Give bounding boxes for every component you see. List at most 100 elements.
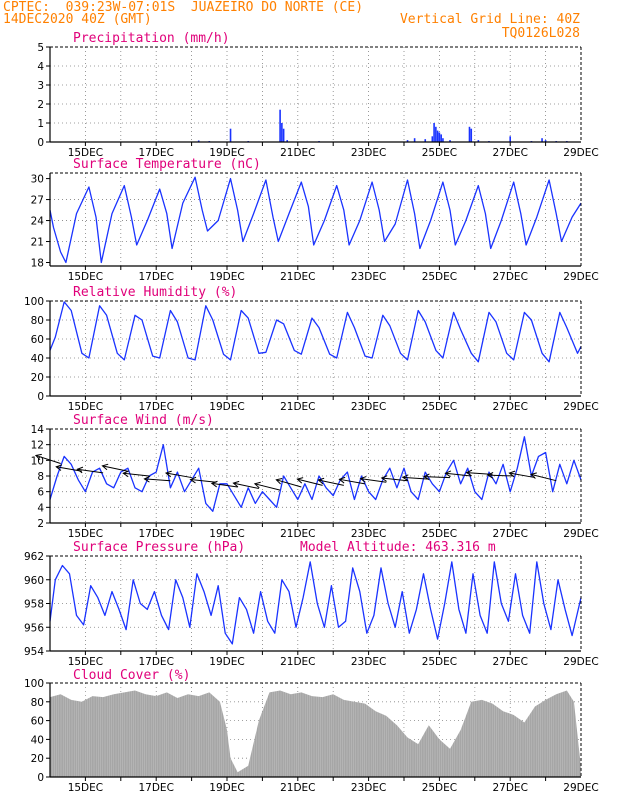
wind-arrow	[77, 468, 104, 474]
x-tick-label: 19DEC	[209, 271, 244, 283]
y-tick-label: 954	[24, 646, 44, 658]
wind-arrow	[530, 473, 557, 482]
x-tick-label: 29DEC	[563, 782, 598, 794]
precip-bar	[424, 139, 427, 142]
x-tick-label: 29DEC	[563, 528, 598, 540]
precip-bar	[197, 140, 200, 142]
panel-2: 18 21 24 27 30 15DEC 17DEC 19DEC 21DEC 23DEC 25DEC…	[31, 157, 599, 283]
x-tick-label: 25DEC	[422, 271, 457, 283]
x-tick-label: 27DEC	[492, 271, 527, 283]
x-tick-label: 19DEC	[209, 782, 244, 794]
x-tick-label: 25DEC	[422, 656, 457, 668]
y-tick-label: 21	[31, 237, 44, 249]
precip-bar	[433, 123, 435, 142]
y-tick-label: 24	[31, 216, 45, 228]
panel-title: Relative Humidity (%)	[73, 285, 237, 300]
x-tick-label: 27DEC	[492, 528, 527, 540]
x-tick-label: 27DEC	[492, 401, 527, 413]
y-tick-label: 100	[24, 678, 44, 690]
y-tick-label: 8	[37, 471, 44, 483]
wind-arrow	[466, 472, 493, 475]
wind-arrow	[297, 478, 323, 486]
x-tick-label: 25DEC	[422, 147, 457, 159]
x-tick-label: 21DEC	[280, 401, 315, 413]
y-tick-label: 6	[37, 487, 44, 499]
x-tick-label: 23DEC	[351, 147, 386, 159]
wind-arrow-head	[508, 470, 516, 478]
precip-bar	[442, 138, 444, 142]
panel-title: Cloud Cover (%)	[73, 668, 190, 683]
x-tick-label: 21DEC	[280, 656, 315, 668]
series-line	[49, 561, 582, 645]
y-tick-label: 956	[24, 622, 44, 634]
y-tick-label: 4	[37, 61, 44, 73]
model-id-label: TQ0126L028	[501, 26, 580, 41]
y-tick-label: 18	[31, 258, 44, 270]
wind-arrow-head	[359, 476, 367, 483]
wind-arrow	[211, 482, 238, 488]
precip-bar	[470, 128, 473, 142]
x-tick-label: 19DEC	[209, 401, 244, 413]
precip-bar	[282, 128, 285, 142]
precip-bar	[544, 140, 547, 142]
panel-4: 2 4 6 8 10 12 14 15DEC 17DEC 19DEC 21DEC 23DEC 25DEC…	[31, 413, 599, 540]
wind-arrow-head	[55, 464, 63, 471]
panel-title: Surface Temperature (nC)	[73, 157, 261, 172]
precip-bar	[436, 130, 439, 142]
precip-bar	[449, 140, 451, 142]
x-tick-label: 21DEC	[280, 528, 315, 540]
x-tick-label: 17DEC	[138, 147, 173, 159]
y-tick-label: 960	[24, 575, 44, 587]
precip-bar	[281, 123, 283, 142]
wind-arrow	[56, 466, 82, 472]
precip-bar	[509, 136, 511, 142]
y-tick-label: 20	[31, 753, 44, 765]
y-tick-label: 3	[37, 80, 44, 92]
y-tick-label: 27	[31, 195, 44, 207]
cloud-area	[50, 690, 581, 777]
wind-arrow-head	[275, 477, 283, 485]
y-tick-label: 80	[31, 697, 44, 709]
wind-arrow	[424, 476, 451, 479]
wind-arrow-head	[465, 469, 473, 477]
x-tick-label: 27DEC	[492, 782, 527, 794]
y-tick-label: 30	[31, 174, 44, 186]
x-tick-label: 15DEC	[68, 271, 103, 283]
y-tick-label: 40	[31, 353, 44, 365]
wind-arrow-head	[317, 477, 325, 485]
panel-title: Surface Pressure (hPa)	[73, 540, 245, 555]
x-tick-label: 29DEC	[563, 147, 598, 159]
y-tick-label: 1	[37, 118, 44, 130]
wind-arrow-head	[296, 477, 304, 484]
x-tick-label: 15DEC	[68, 656, 103, 668]
precip-bar	[468, 126, 471, 142]
x-tick-label: 25DEC	[422, 528, 457, 540]
wind-arrow-head	[338, 476, 346, 484]
wind-arrow	[402, 476, 429, 480]
precip-bar	[229, 128, 232, 142]
x-tick-label: 25DEC	[422, 401, 457, 413]
run-date-label: 14DEC2020 40Z (GMT)	[3, 12, 152, 27]
wind-arrow	[276, 479, 302, 488]
wind-arrow-head	[232, 480, 240, 488]
wind-arrow	[318, 479, 344, 486]
precip-bar	[440, 134, 442, 142]
wind-arrow	[254, 483, 281, 491]
x-tick-label: 27DEC	[492, 147, 527, 159]
y-tick-label: 60	[31, 716, 44, 728]
x-tick-label: 19DEC	[209, 656, 244, 668]
x-tick-label: 29DEC	[563, 401, 598, 413]
wind-arrow	[360, 478, 387, 483]
y-tick-label: 0	[37, 772, 44, 784]
y-tick-label: 14	[31, 424, 45, 436]
panel-1: 0 1 2 3 4 5 15DEC 17DEC 19DEC 21DEC 23DEC 25DEC 27DE…	[37, 31, 598, 159]
y-tick-label: 12	[31, 440, 44, 452]
x-tick-label: 17DEC	[138, 782, 173, 794]
series-line	[49, 301, 582, 363]
precip-bar	[435, 126, 437, 142]
wind-arrow	[144, 478, 171, 482]
vertical-grid-label: Vertical Grid Line: 40Z	[399, 12, 580, 27]
y-tick-label: 5	[37, 42, 44, 54]
wind-arrow-head	[380, 475, 388, 482]
